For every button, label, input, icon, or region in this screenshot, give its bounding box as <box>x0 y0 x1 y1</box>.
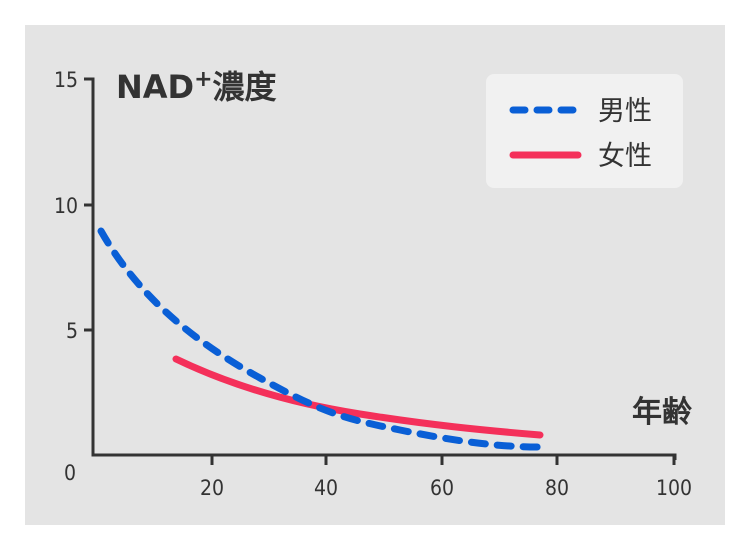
legend-female-label: 女性 <box>598 141 652 172</box>
x-tick-label-60: 60 <box>430 476 454 500</box>
female-series-line <box>172 355 544 439</box>
x-tick-label-40: 40 <box>314 476 338 500</box>
x-axis-label: 年齢 <box>632 395 692 430</box>
x-tick-label-20: 20 <box>200 476 224 500</box>
x-tick-label-100: 100 <box>656 476 692 500</box>
legend-male-label: 男性 <box>598 96 652 127</box>
chart-title: NAD+濃度 <box>116 67 277 106</box>
y-tick-label-15: 15 <box>54 68 78 92</box>
legend-box <box>486 74 683 188</box>
y-tick-label-0: 0 <box>64 461 76 485</box>
x-tick-label-80: 80 <box>545 476 569 500</box>
y-tick-label-5: 5 <box>66 319 78 343</box>
y-tick-label-10: 10 <box>54 194 78 218</box>
male-series-line <box>97 227 544 451</box>
